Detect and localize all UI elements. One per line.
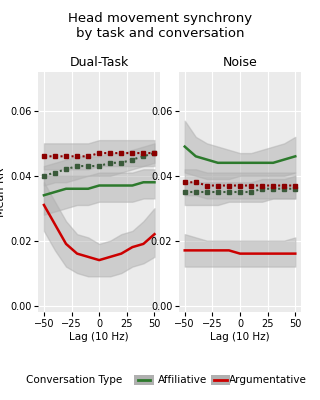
Text: Affiliative: Affiliative [158,375,208,385]
Title: Noise: Noise [223,56,257,70]
X-axis label: Lag (10 Hz): Lag (10 Hz) [210,332,270,342]
Text: Argumentative: Argumentative [229,375,307,385]
Text: Conversation Type: Conversation Type [26,375,122,385]
Title: Dual-Task: Dual-Task [69,56,129,70]
Y-axis label: Mean RR: Mean RR [0,167,6,217]
X-axis label: Lag (10 Hz): Lag (10 Hz) [69,332,129,342]
Text: Head movement synchrony
by task and conversation: Head movement synchrony by task and conv… [68,12,252,40]
